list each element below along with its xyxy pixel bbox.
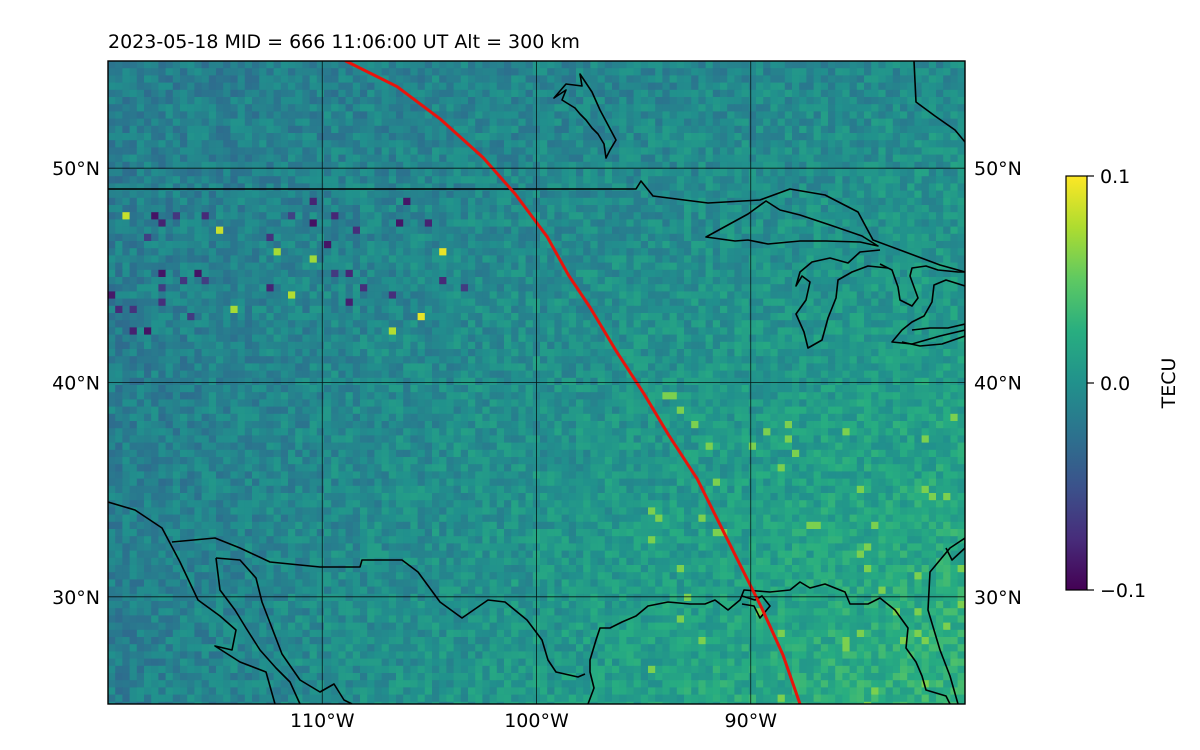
lat-label-left-40: 40°N	[52, 373, 100, 395]
latitude-labels-right: 30°N 40°N 50°N	[974, 158, 1022, 609]
lake-huron	[879, 263, 965, 307]
map-frame	[107, 60, 966, 705]
gulf-coast	[587, 581, 951, 704]
gulf-of-california	[215, 557, 353, 704]
us-canada-border	[108, 180, 965, 273]
lat-label-left-50: 50°N	[52, 158, 100, 180]
tec-pixel-field	[108, 61, 965, 704]
lake-huron-east	[891, 279, 965, 345]
coastlines	[108, 61, 965, 704]
satellite-track-line	[344, 61, 802, 704]
lake-erie	[901, 323, 965, 347]
baja-peninsula	[215, 557, 301, 704]
lake-superior	[705, 200, 879, 247]
colorbar-tick-label: −0.1	[1100, 580, 1146, 602]
colorbar-tick-label: 0.1	[1100, 166, 1130, 188]
map-title: 2023-05-18 MID = 666 11:06:00 UT Alt = 3…	[108, 31, 580, 53]
mississippi-delta	[741, 595, 771, 619]
colorbar-gradient	[1066, 176, 1087, 590]
lat-label-right-30: 30°N	[974, 587, 1022, 609]
lake-michigan	[795, 249, 889, 349]
colorbar-ticks: 0.1 0.0 −0.1	[1087, 166, 1146, 602]
latitude-labels-left: 30°N 40°N 50°N	[52, 158, 100, 609]
lat-label-left-30: 30°N	[52, 587, 100, 609]
map-panel[interactable]	[107, 60, 973, 710]
lon-label-90: 90°W	[725, 710, 778, 732]
longitude-labels: 110°W 100°W 90°W	[290, 710, 777, 732]
pacific-coast	[108, 501, 276, 704]
hudson-bay-coast	[553, 73, 617, 159]
lat-label-right-40: 40°N	[974, 373, 1022, 395]
colorbar-tick-label: 0.0	[1100, 373, 1130, 395]
florida-coast	[927, 537, 965, 704]
colorbar: 0.1 0.0 −0.1 TECU	[1065, 166, 1180, 602]
lat-label-right-50: 50°N	[974, 158, 1022, 180]
us-mexico-border	[171, 537, 586, 678]
hudson-bay-east	[913, 61, 965, 143]
colorbar-label: TECU	[1158, 358, 1180, 410]
lon-label-100: 100°W	[504, 710, 569, 732]
gridlines	[108, 61, 965, 704]
lon-label-110: 110°W	[290, 710, 355, 732]
